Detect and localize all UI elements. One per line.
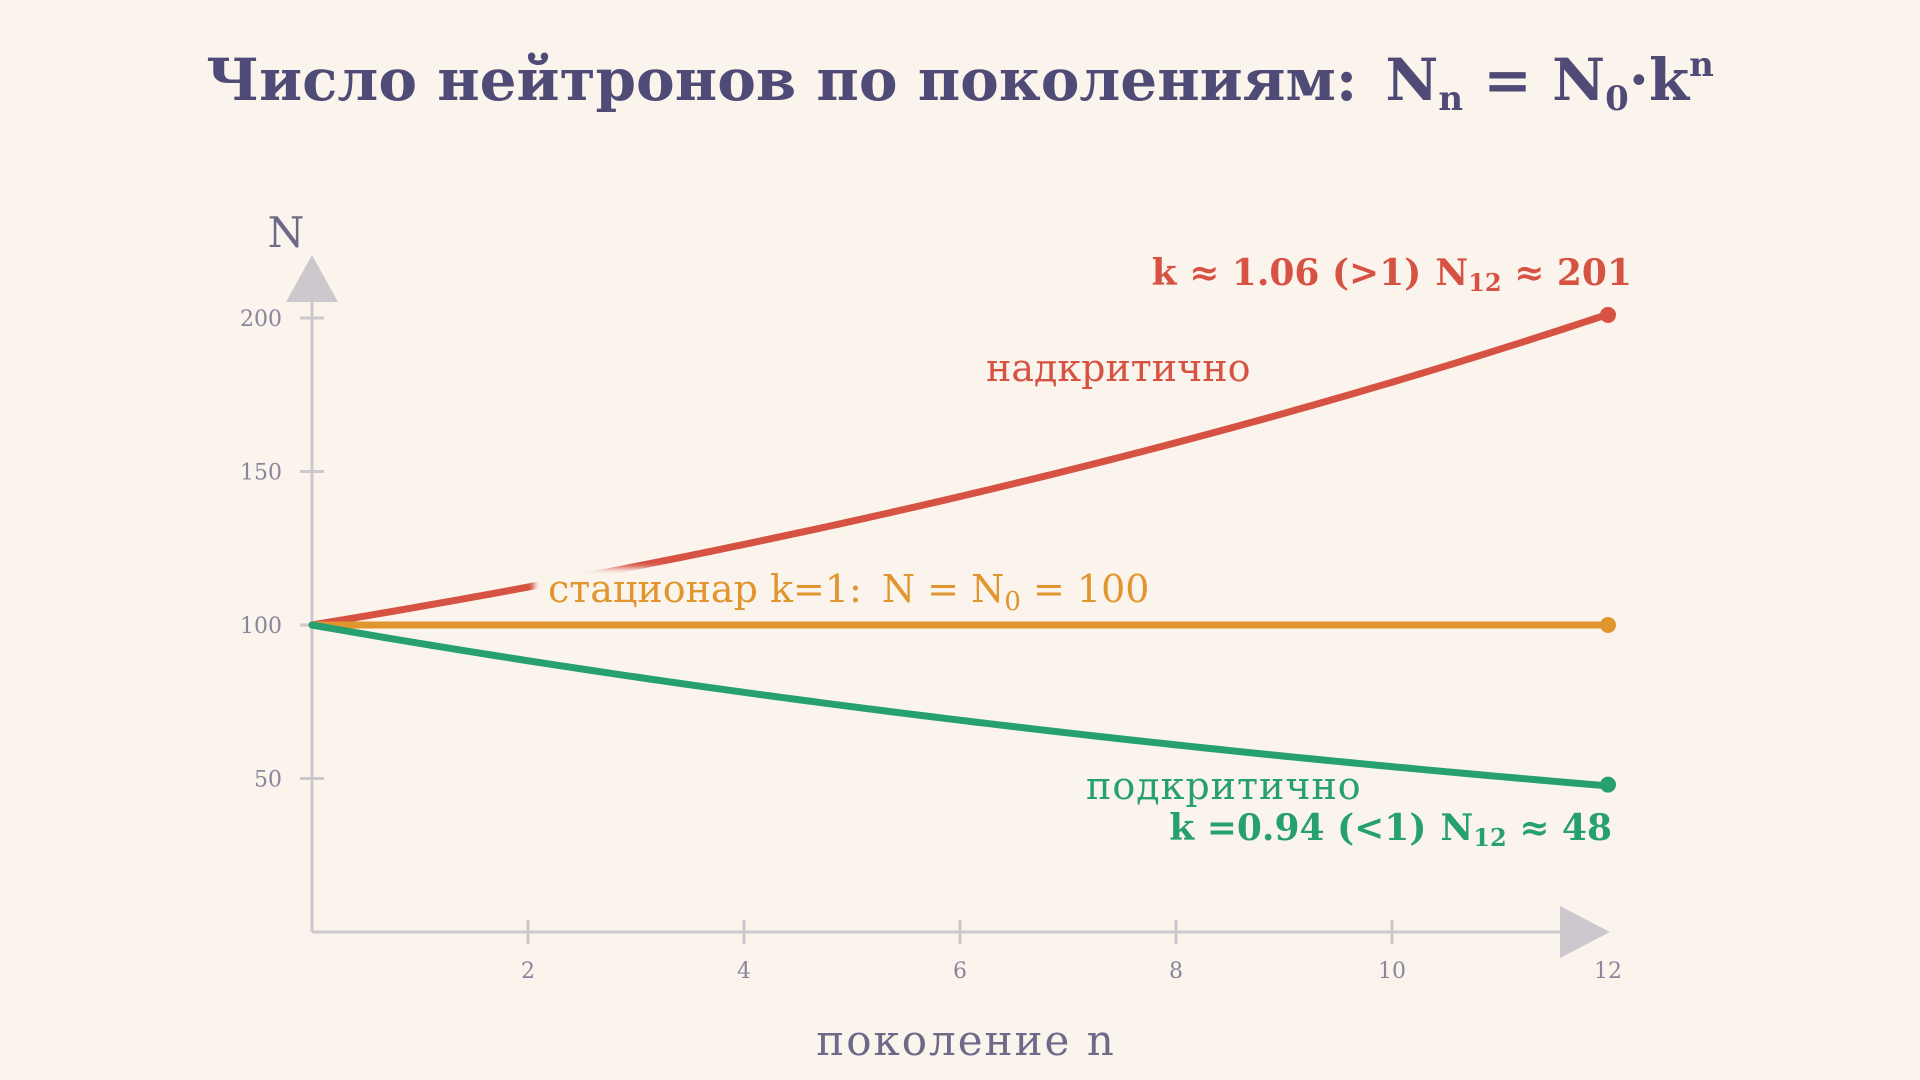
supercritical-label: надкритично <box>986 346 1250 390</box>
stationary-label-halo <box>534 568 1048 616</box>
y-tick-label: 50 <box>254 768 282 793</box>
subcritical-end-value: ≈ 48 <box>1507 807 1612 849</box>
y-axis-arrow <box>286 255 338 302</box>
endpoint-subcritical <box>1600 776 1616 793</box>
title-formula-sub-n: n <box>1438 79 1463 119</box>
supercritical-end-N: N <box>1435 252 1468 294</box>
x-tick-label: 10 <box>1378 959 1406 984</box>
subcritical-label: подкритично <box>1086 764 1362 808</box>
title-formula-eq: = <box>1463 46 1552 114</box>
stationary-label-tail: = 100 <box>1021 567 1150 611</box>
x-tick-label: 4 <box>737 959 751 984</box>
axes <box>286 255 1610 958</box>
x-axis-arrow <box>1560 906 1610 958</box>
y-ticks: 50 100 150 200 <box>240 307 324 793</box>
supercritical-end-value: ≈ 201 <box>1502 252 1632 294</box>
y-tick-label: 100 <box>240 614 282 639</box>
endpoint-stationary <box>1600 617 1616 633</box>
title-formula-dot: · <box>1629 46 1649 114</box>
x-tick-label: 8 <box>1169 959 1183 984</box>
series-line-supercritical <box>308 310 1612 629</box>
x-tick-label: 2 <box>521 959 535 984</box>
y-tick-label: 200 <box>240 307 282 332</box>
x-tick-label: 12 <box>1594 959 1622 984</box>
subcritical-end-label: k =0.94 (<1) N12 ≈ 48 <box>1169 807 1612 852</box>
stationary-label: стационар k=1: N = N0 = 100 <box>548 567 1149 617</box>
title-text: Число нейтронов по поколениям: <box>206 46 1357 114</box>
x-axis-label: поколение n <box>816 1016 1116 1065</box>
title-formula-N: N <box>1385 46 1438 114</box>
supercritical-end-k: k ≈ 1.06 (>1) <box>1152 252 1422 294</box>
title-formula-N0: N <box>1552 46 1605 114</box>
endpoint-supercritical <box>1600 306 1616 323</box>
y-tick-label: 150 <box>240 461 282 486</box>
subcritical-end-N: N <box>1440 807 1473 849</box>
title-formula-k: k <box>1649 46 1691 114</box>
chart-title: Число нейтронов по поколениям: Nn = N0·kn <box>206 45 1714 119</box>
series-line-subcritical <box>308 621 1612 790</box>
stationary-label-formula: N = N <box>882 567 1005 611</box>
stationary-label-name: стационар k=1: <box>548 567 862 611</box>
supercritical-end-label: k ≈ 1.06 (>1) N12 ≈ 201 <box>1152 252 1632 297</box>
title-formula-sub-0: 0 <box>1605 79 1629 119</box>
subcritical-end-k: k =0.94 (<1) <box>1169 807 1426 849</box>
x-ticks: 2 4 6 8 10 12 <box>521 920 1622 984</box>
subcritical-end-sub: 12 <box>1473 823 1506 852</box>
x-tick-label: 6 <box>953 959 967 984</box>
y-axis-label: N <box>268 208 305 257</box>
supercritical-end-sub: 12 <box>1468 268 1501 297</box>
title-formula-exponent: n <box>1689 45 1714 85</box>
stationary-label-sub: 0 <box>1004 587 1021 617</box>
